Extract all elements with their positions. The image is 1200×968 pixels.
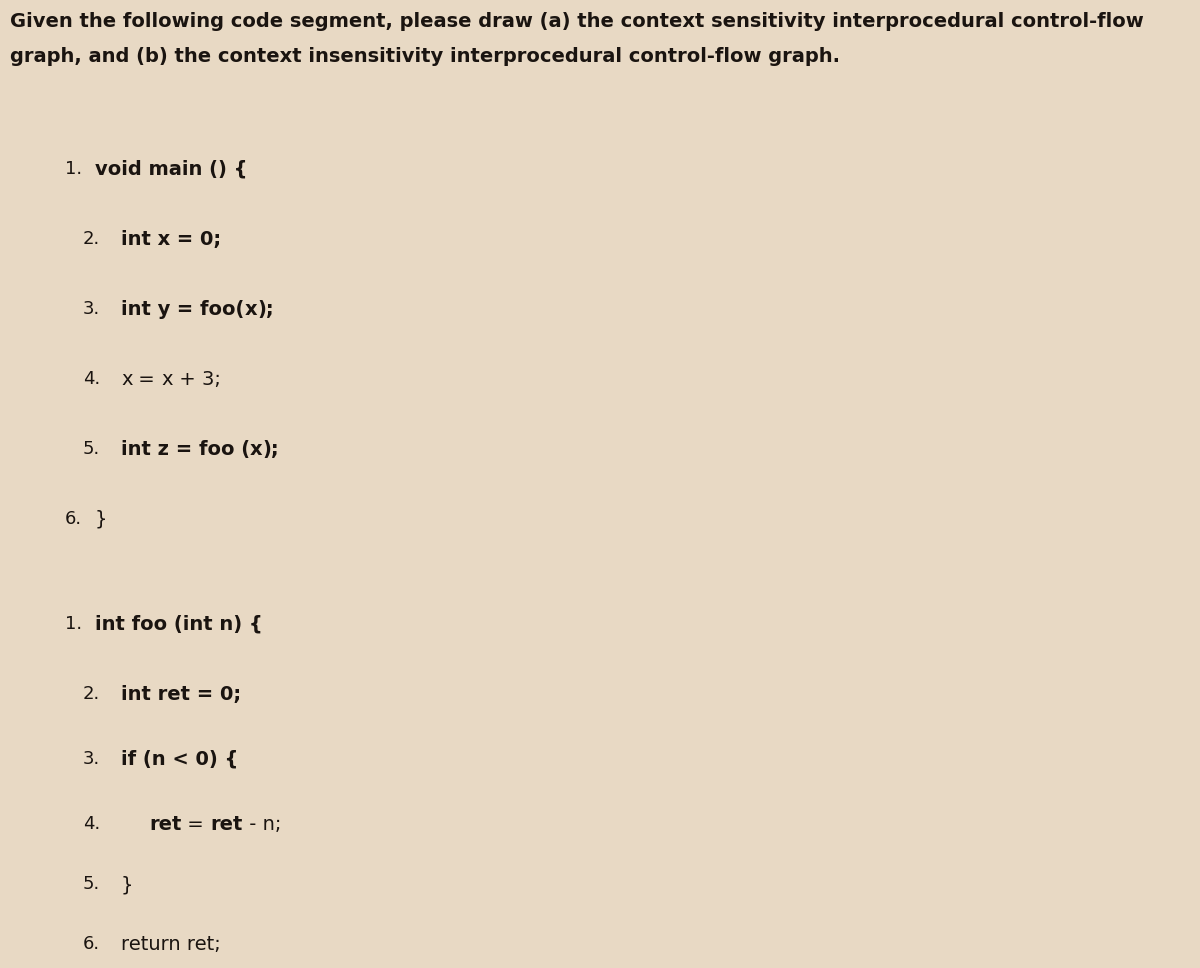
Text: 6.: 6.: [83, 935, 100, 953]
Text: x: x: [162, 370, 173, 389]
Text: ret: ret: [210, 815, 242, 834]
Text: =: =: [181, 815, 210, 834]
Text: int foo (int n) {: int foo (int n) {: [95, 615, 263, 634]
Text: 5.: 5.: [83, 440, 101, 458]
Text: int z: int z: [121, 440, 169, 459]
Text: =: =: [132, 370, 162, 389]
Text: );: );: [263, 440, 280, 459]
Text: Given the following code segment, please draw (a) the context sensitivity interp: Given the following code segment, please…: [10, 12, 1144, 31]
Text: = foo(: = foo(: [170, 300, 245, 319]
Text: 2.: 2.: [83, 685, 101, 703]
Text: = 0;: = 0;: [190, 685, 241, 704]
Text: = foo (: = foo (: [169, 440, 250, 459]
Text: 2.: 2.: [83, 230, 101, 248]
Text: 1.: 1.: [65, 160, 82, 178]
Text: graph, and (b) the context insensitivity interprocedural control-flow graph.: graph, and (b) the context insensitivity…: [10, 47, 840, 66]
Text: 3.: 3.: [83, 300, 101, 318]
Text: }: }: [121, 875, 133, 894]
Text: x: x: [121, 370, 132, 389]
Text: = 0;: = 0;: [170, 230, 221, 249]
Text: );: );: [257, 300, 274, 319]
Text: 3.: 3.: [83, 750, 101, 768]
Text: x: x: [245, 300, 257, 319]
Text: 4.: 4.: [83, 815, 101, 833]
Text: }: }: [95, 510, 108, 529]
Text: 6.: 6.: [65, 510, 82, 528]
Text: + 3;: + 3;: [173, 370, 221, 389]
Text: 4.: 4.: [83, 370, 101, 388]
Text: 5.: 5.: [83, 875, 101, 893]
Text: int ret: int ret: [121, 685, 190, 704]
Text: void main () {: void main () {: [95, 160, 247, 179]
Text: - n;: - n;: [242, 815, 281, 834]
Text: int x: int x: [121, 230, 170, 249]
Text: int y: int y: [121, 300, 170, 319]
Text: if (n < 0) {: if (n < 0) {: [121, 750, 239, 769]
Text: ret: ret: [149, 815, 181, 834]
Text: 1.: 1.: [65, 615, 82, 633]
Text: return ret;: return ret;: [121, 935, 221, 954]
Text: x: x: [250, 440, 263, 459]
